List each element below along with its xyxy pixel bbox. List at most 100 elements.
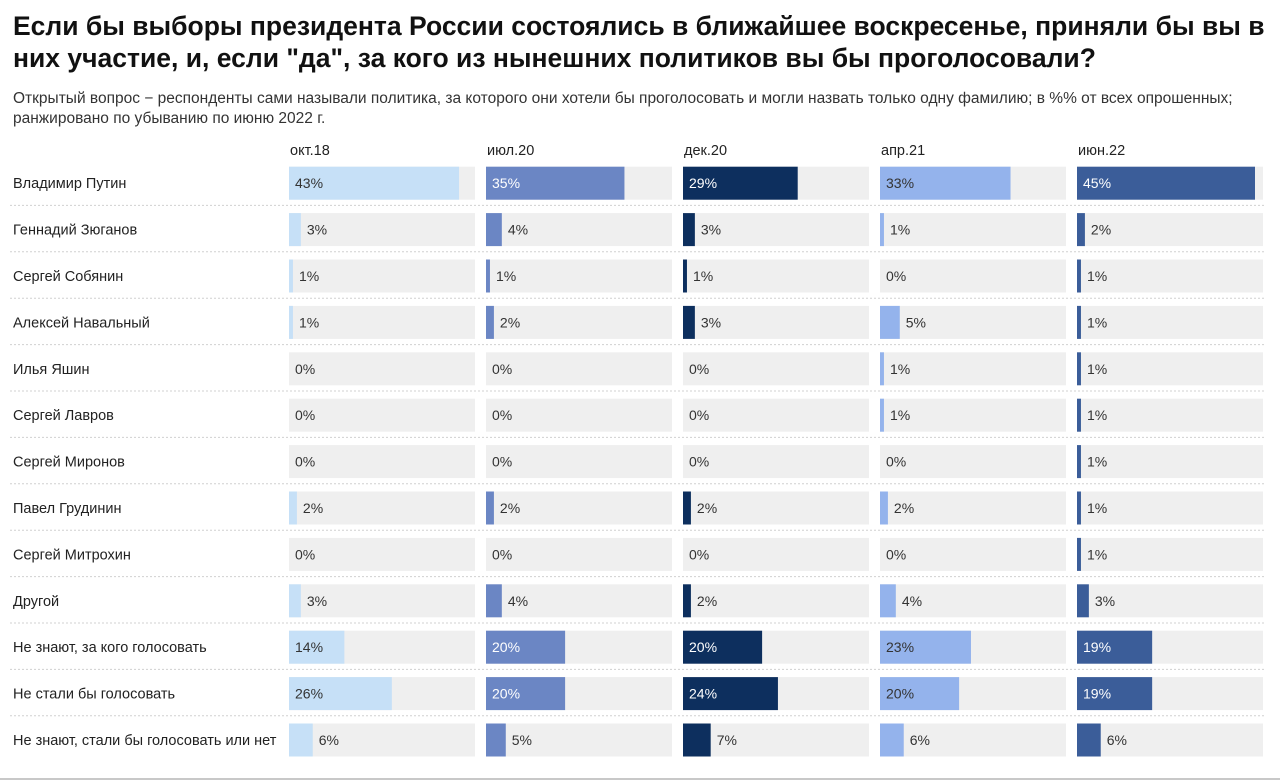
data-label: 5% <box>906 314 926 330</box>
data-label: 20% <box>492 639 520 655</box>
bar-track <box>289 491 475 525</box>
bar-track <box>1077 723 1263 757</box>
data-label: 0% <box>886 268 906 284</box>
data-label: 1% <box>299 314 319 330</box>
data-label: 0% <box>492 546 512 562</box>
bar-track <box>683 352 869 386</box>
bar <box>289 723 313 757</box>
bar-track <box>486 537 672 571</box>
data-label: 3% <box>307 222 327 238</box>
bar <box>289 677 392 711</box>
data-label: 0% <box>295 546 315 562</box>
data-label: 29% <box>689 175 717 191</box>
data-label: 3% <box>701 314 721 330</box>
bar <box>683 166 798 200</box>
bar-track <box>683 259 869 293</box>
data-label: 5% <box>512 732 532 748</box>
data-label: 2% <box>1091 222 1111 238</box>
bar-track <box>1077 398 1263 432</box>
bar <box>1077 305 1081 339</box>
bar-track <box>683 537 869 571</box>
data-label: 4% <box>508 222 528 238</box>
bar <box>683 723 711 757</box>
data-label: 2% <box>500 314 520 330</box>
data-label: 6% <box>910 732 930 748</box>
bar-track <box>486 259 672 293</box>
data-label: 33% <box>886 175 914 191</box>
bar <box>683 677 778 711</box>
bar <box>880 166 1011 200</box>
bar <box>880 630 971 664</box>
row-label: Сергей Митрохин <box>13 547 131 563</box>
bar-track <box>880 259 1066 293</box>
bar <box>1077 677 1153 711</box>
bar-track <box>880 213 1066 247</box>
data-label: 0% <box>689 407 709 423</box>
data-label: 2% <box>303 500 323 516</box>
column-header: июл.20 <box>487 143 534 159</box>
bar <box>486 584 502 618</box>
bar-track <box>683 445 869 479</box>
bar <box>880 584 896 618</box>
data-label: 1% <box>1087 314 1107 330</box>
bar <box>486 723 506 757</box>
row-label: Геннадий Зюганов <box>13 223 137 239</box>
data-label: 2% <box>500 500 520 516</box>
column-header: окт.18 <box>290 143 330 159</box>
data-label: 0% <box>689 546 709 562</box>
data-label: 0% <box>886 546 906 562</box>
bar-track <box>1077 352 1263 386</box>
bar <box>1077 398 1081 432</box>
bar <box>289 259 293 293</box>
row-label: Не стали бы голосовать <box>13 687 175 703</box>
data-label: 3% <box>307 593 327 609</box>
bar <box>1077 630 1153 664</box>
data-label: 20% <box>492 686 520 702</box>
bar-track <box>1077 213 1263 247</box>
data-label: 1% <box>1087 268 1107 284</box>
bar-track <box>880 305 1066 339</box>
bar <box>683 305 695 339</box>
bar <box>486 630 566 664</box>
bar <box>683 213 695 247</box>
bar-track <box>880 491 1066 525</box>
bar-track <box>683 213 869 247</box>
bar <box>880 491 888 525</box>
bar-track <box>880 723 1066 757</box>
bar <box>486 259 490 293</box>
column-header: апр.21 <box>881 143 925 159</box>
data-label: 0% <box>295 407 315 423</box>
data-label: 1% <box>1087 407 1107 423</box>
bar-track <box>683 305 869 339</box>
data-label: 20% <box>886 686 914 702</box>
data-label: 43% <box>295 175 323 191</box>
data-label: 4% <box>902 593 922 609</box>
data-label: 45% <box>1083 175 1111 191</box>
bar <box>486 677 566 711</box>
bar-track <box>289 352 475 386</box>
bar-track <box>880 352 1066 386</box>
data-label: 1% <box>890 361 910 377</box>
data-label: 23% <box>886 639 914 655</box>
bar <box>486 213 502 247</box>
bar <box>1077 491 1081 525</box>
data-label: 6% <box>319 732 339 748</box>
bar-track <box>1077 445 1263 479</box>
bar <box>486 166 625 200</box>
bar <box>289 213 301 247</box>
chart-title: Если бы выборы президента России состоял… <box>13 11 1265 73</box>
bar-track <box>1077 491 1263 525</box>
row-label: Алексей Навальный <box>13 315 150 331</box>
bar-track <box>880 537 1066 571</box>
bar <box>880 677 960 711</box>
chart-subtitle: Открытый вопрос − респонденты сами назыв… <box>13 90 1233 127</box>
bar-track <box>486 584 672 618</box>
bar <box>1077 259 1081 293</box>
bar <box>880 352 884 386</box>
bar <box>289 166 460 200</box>
data-label: 14% <box>295 639 323 655</box>
data-label: 0% <box>689 361 709 377</box>
bar-track <box>289 213 475 247</box>
bar <box>683 630 763 664</box>
data-label: 20% <box>689 639 717 655</box>
